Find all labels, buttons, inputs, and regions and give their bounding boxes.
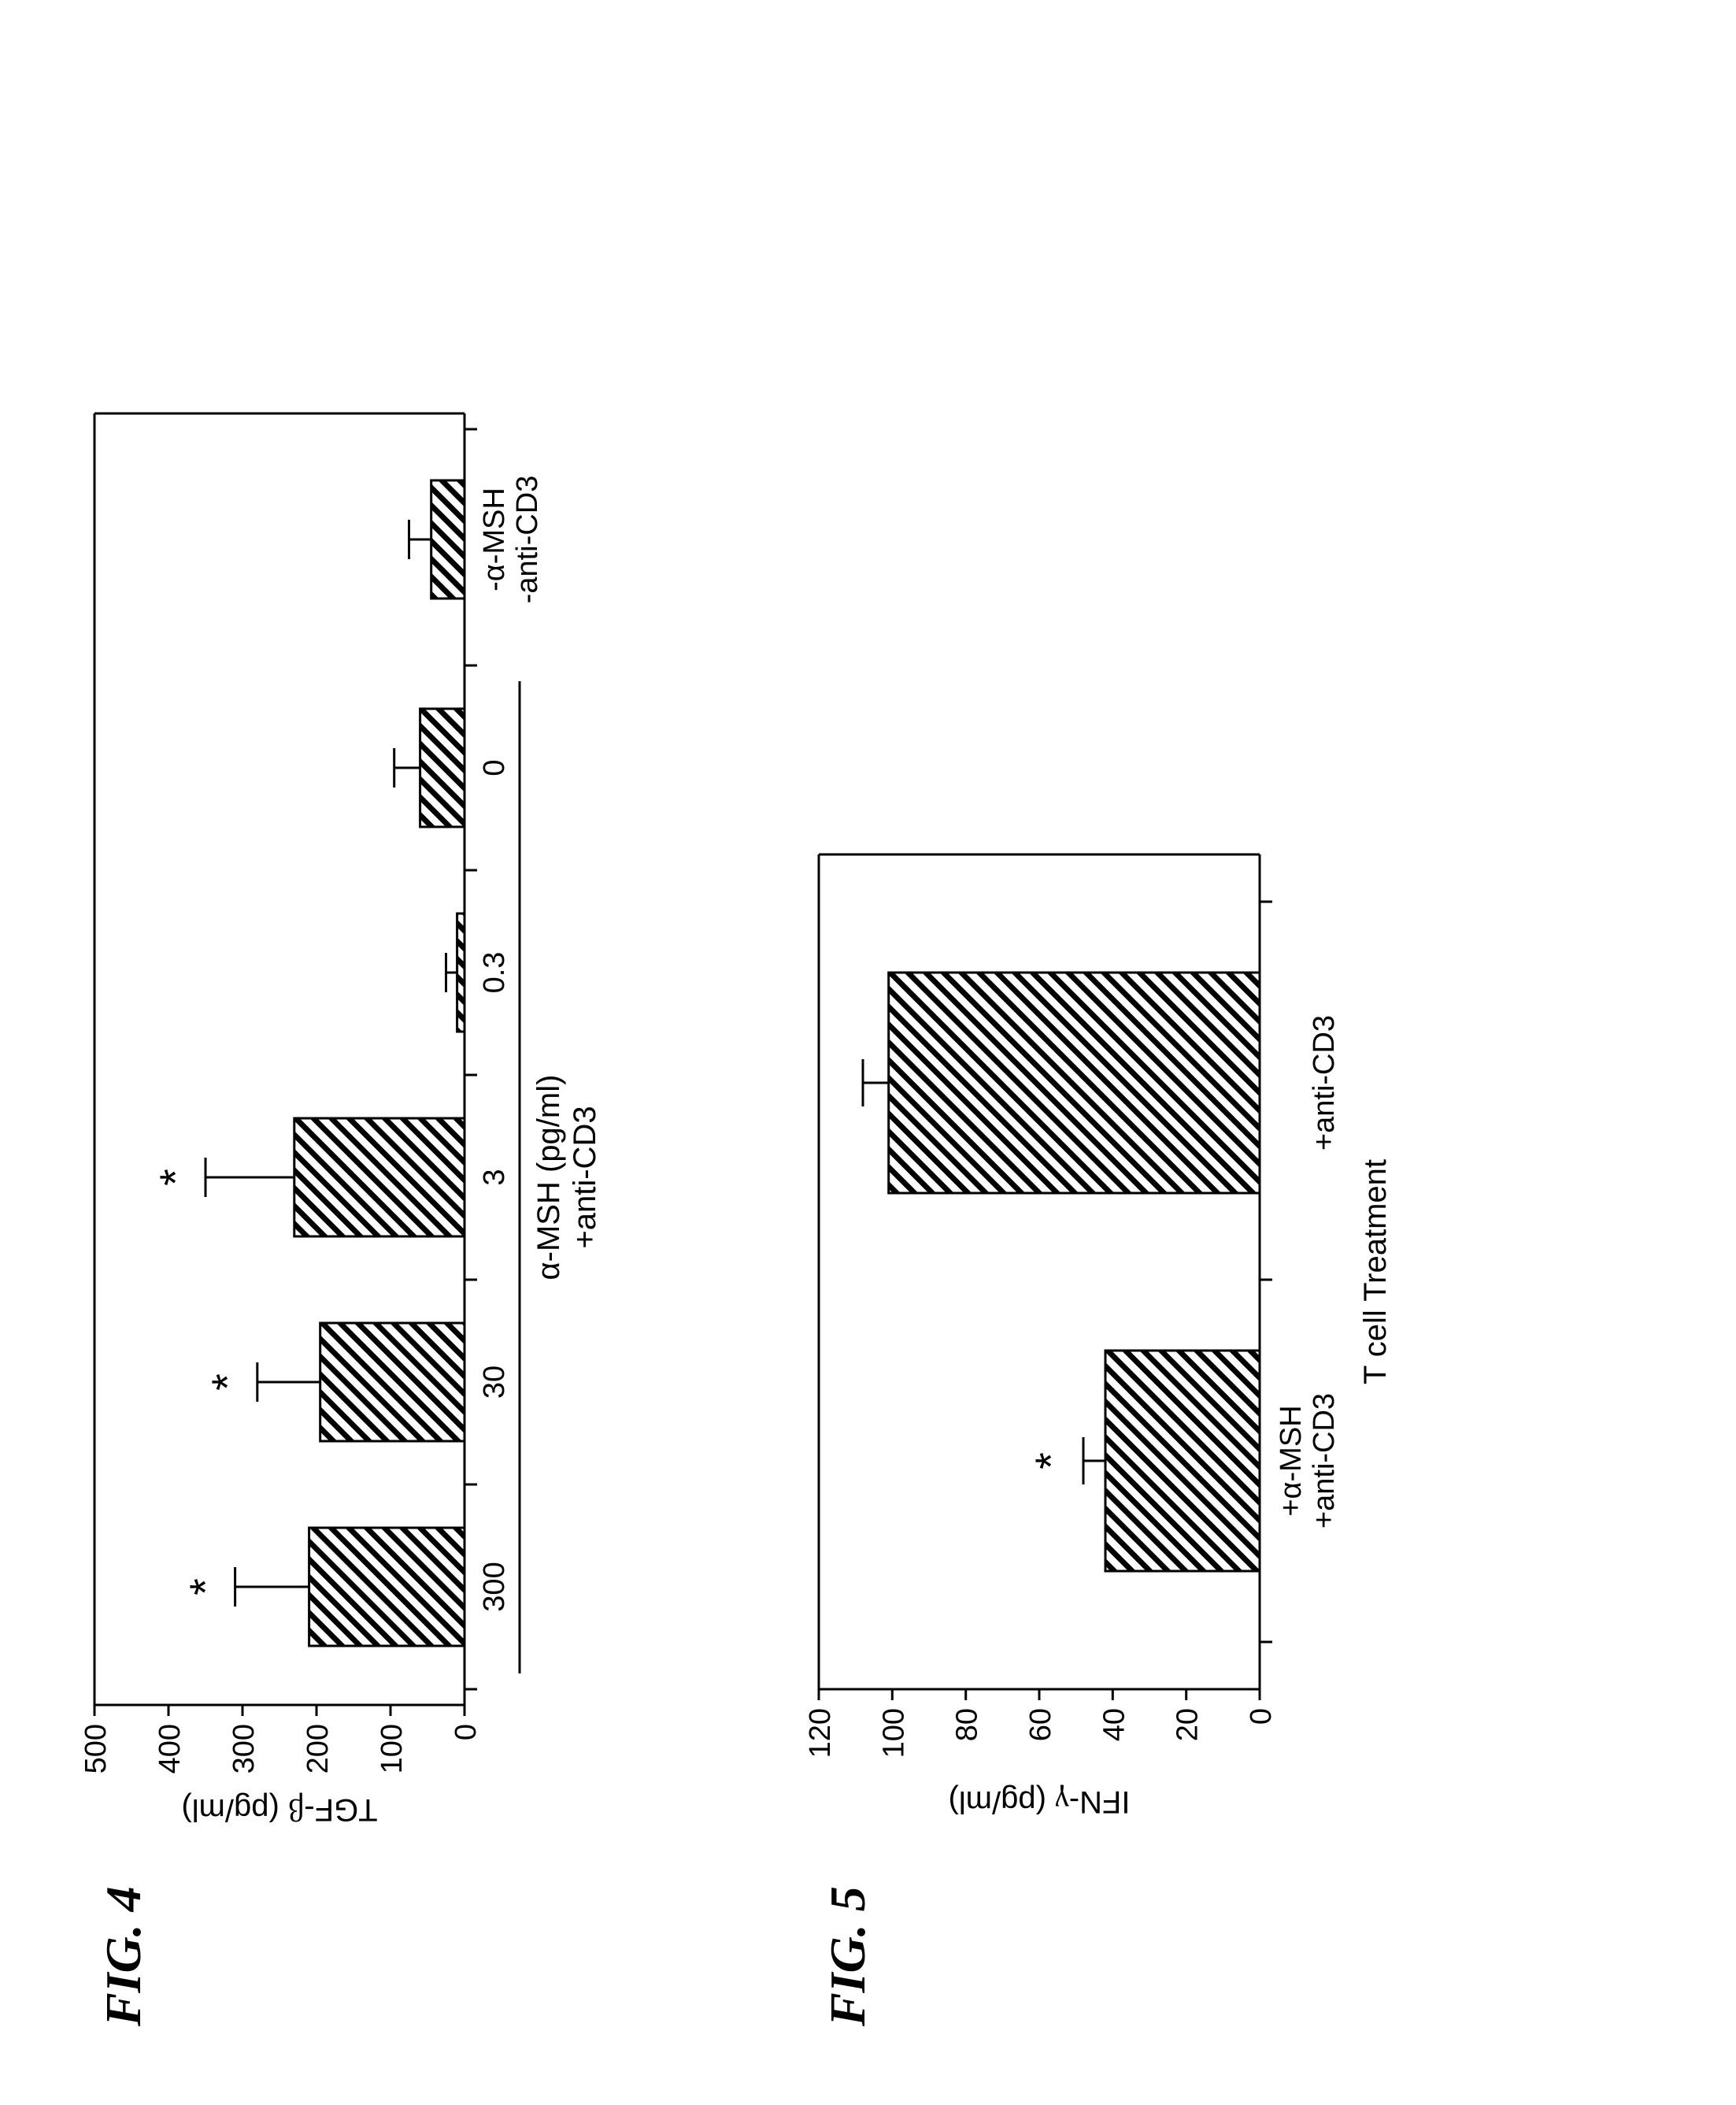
- fig5-ytick-3: 60: [1024, 1708, 1057, 1741]
- fig5-bar-1: [889, 973, 1260, 1193]
- figure-5-panel: FIG. 5 0 20 40 60 80 100: [787, 79, 1433, 2026]
- figure-4-label: FIG. 4: [63, 1886, 153, 2026]
- fig4-bar-5: [431, 480, 465, 599]
- figure-5-label: FIG. 5: [787, 1886, 877, 2026]
- fig5-star-0: *: [1026, 1452, 1075, 1469]
- fig5-xtick-1: +anti-CD3: [1308, 1015, 1341, 1151]
- fig4-ytick-2: 200: [302, 1724, 335, 1773]
- fig4-xtick-1: 30: [478, 1366, 511, 1399]
- page-container: FIG. 4: [0, 0, 1736, 2105]
- fig4-bar-4: [420, 709, 465, 827]
- fig4-bar-0: [309, 1528, 465, 1646]
- figure-4-panel: FIG. 4: [63, 79, 677, 2026]
- fig5-y-axis-label: IFN-γ (pg/ml): [948, 1784, 1130, 1820]
- fig4-xtick-0: 300: [478, 1562, 511, 1611]
- fig4-star-1: *: [202, 1373, 252, 1391]
- fig4-xtick-2: 3: [478, 1169, 511, 1186]
- fig4-ytick-4: 400: [154, 1724, 187, 1773]
- fig5-yticks: 0 20 40 60 80 100 120: [804, 1689, 1278, 1758]
- fig4-ytick-5: 500: [80, 1724, 113, 1773]
- fig4-yticks: 0 100 200 300 400 500: [80, 1705, 483, 1773]
- fig5-svg: 0 20 40 60 80 100 120 IFN-γ (pg/ml) *: [787, 744, 1433, 1847]
- fig4-bar-1: [320, 1323, 465, 1441]
- fig4-xticks: [465, 429, 477, 1689]
- fig4-bar-3: [457, 914, 465, 1032]
- fig5-xtick-0b: +anti-CD3: [1308, 1393, 1341, 1529]
- fig4-xtick-4: 0: [478, 760, 511, 776]
- figure-4-chart: 0 100 200 300 400 500 TGF-β (pg/ml): [63, 350, 677, 1847]
- fig4-star-0: *: [180, 1578, 230, 1595]
- fig5-ytick-4: 80: [951, 1708, 984, 1741]
- fig5-ytick-0: 0: [1245, 1708, 1278, 1725]
- fig5-xaxis-label: T cell Treatment: [1358, 1159, 1393, 1384]
- fig4-ytick-1: 100: [376, 1724, 409, 1773]
- fig4-ytick-3: 300: [228, 1724, 261, 1773]
- fig4-y-axis-label: TGF-β (pg/ml): [181, 1792, 377, 1828]
- fig5-ytick-1: 20: [1172, 1708, 1205, 1741]
- figure-5-chart: 0 20 40 60 80 100 120 IFN-γ (pg/ml) *: [787, 744, 1433, 1847]
- fig4-svg: 0 100 200 300 400 500 TGF-β (pg/ml): [63, 350, 677, 1847]
- fig4-xaxis-label-sub: +anti-CD3: [568, 1106, 602, 1249]
- fig5-bar-0: [1105, 1351, 1260, 1571]
- fig4-bar-2: [294, 1118, 465, 1236]
- fig4-xaxis-label-main: α-MSH (pg/ml): [531, 1075, 566, 1280]
- fig5-xtick-0a: +α-MSH: [1275, 1406, 1308, 1517]
- fig4-bars: * * *: [150, 480, 465, 1646]
- fig4-xtick-5a: -α-MSH: [478, 487, 511, 591]
- fig5-ytick-2: 40: [1097, 1708, 1131, 1741]
- fig4-xtick-5b: -anti-CD3: [511, 476, 544, 604]
- fig5-ytick-6: 120: [804, 1708, 837, 1758]
- fig4-star-2: *: [150, 1169, 200, 1186]
- fig5-ytick-5: 100: [877, 1708, 910, 1758]
- fig4-ytick-0: 0: [450, 1724, 483, 1740]
- fig4-xtick-3: 0.3: [478, 952, 511, 994]
